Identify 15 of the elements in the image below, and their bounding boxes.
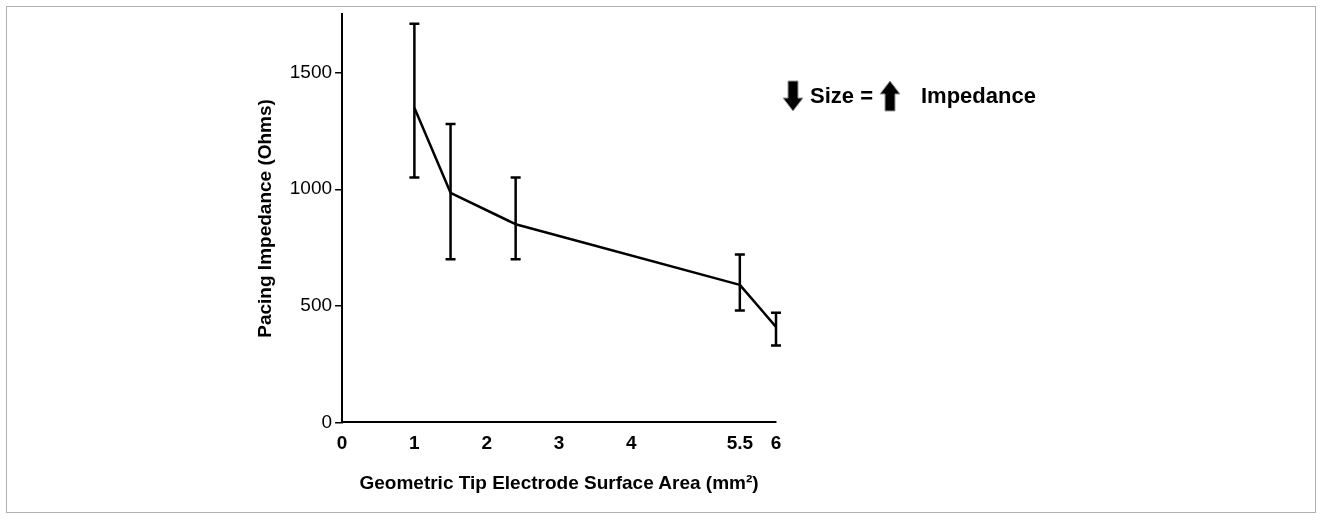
y-tick-label: 0 [321,410,333,432]
y-tick-label: 1500 [289,60,333,82]
y-tick-label: 500 [300,294,333,316]
text: Impedance [920,83,1036,109]
x-tick-label: 4 [626,432,638,454]
x-tick-label: 0 [336,432,348,454]
x-axis-title: Geometric Tip Electrode Surface Area (mm²) [359,471,759,493]
x-tick-label: 1 [409,432,421,454]
x-tick-label: 3 [553,432,565,454]
x-tick-label: 2 [481,432,492,454]
text: Size = [810,83,873,109]
y-tick-label: 1000 [289,177,333,199]
y-axis-title: Pacing Impedance (Ohms) [253,99,275,338]
x-tick-label: 6 [770,432,782,454]
x-tick-label: 5.5 [726,432,754,454]
